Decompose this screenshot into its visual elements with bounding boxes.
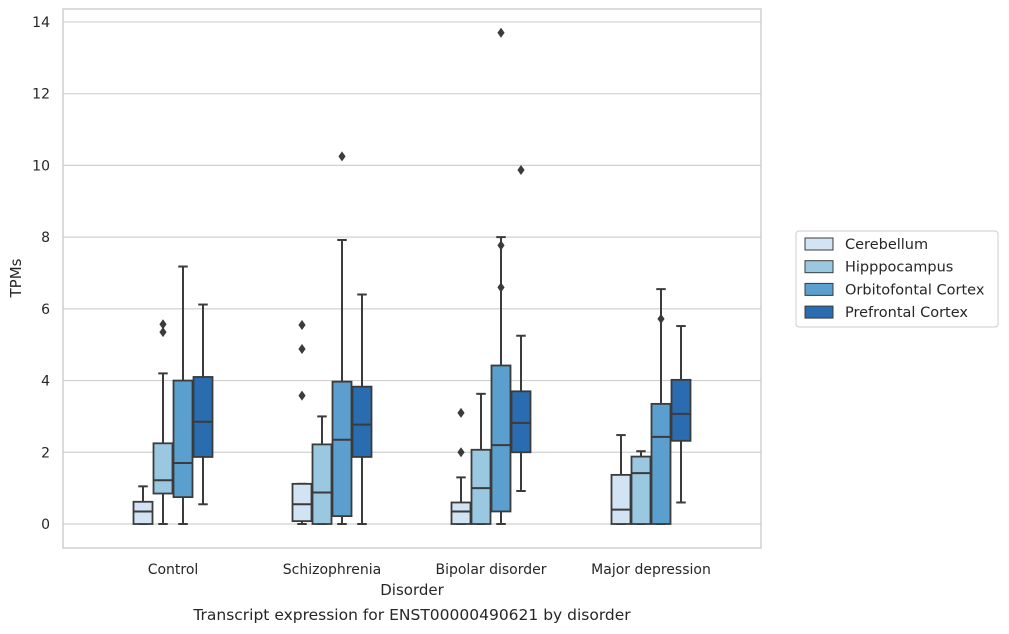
outlier-point bbox=[298, 390, 306, 401]
y-tick-label: 10 bbox=[32, 158, 50, 174]
legend-swatch bbox=[804, 260, 834, 274]
legend-label: Prefrontal Cortex bbox=[845, 305, 968, 321]
legend-item: Cerebellum bbox=[804, 237, 928, 253]
axis-ticks: 0 2 4 6 8 10 12 14 Control Schizophrenia Bipolar d… bbox=[32, 15, 711, 578]
box-iqr bbox=[510, 390, 532, 454]
outlier-point bbox=[497, 282, 505, 293]
box-plots bbox=[132, 27, 692, 525]
x-tick-label: Bipolar disorder bbox=[435, 562, 546, 578]
box-iqr bbox=[450, 501, 472, 525]
outlier-point bbox=[497, 240, 505, 251]
legend-swatch bbox=[804, 305, 834, 319]
box-cerebellum bbox=[132, 485, 154, 525]
y-tick-label: 6 bbox=[41, 302, 50, 318]
legend-item: Hipppocampus bbox=[804, 260, 953, 276]
box-prefrontal-cortex bbox=[510, 165, 532, 493]
box-iqr bbox=[610, 473, 632, 525]
legend-swatch bbox=[804, 237, 834, 251]
y-tick-label: 2 bbox=[41, 445, 50, 461]
box-cerebellum bbox=[610, 434, 632, 525]
box-hipppocampus bbox=[311, 415, 333, 525]
outlier-point bbox=[338, 151, 346, 162]
box-prefrontal-cortex bbox=[192, 303, 214, 506]
outlier-point bbox=[657, 313, 665, 324]
box-hipppocampus bbox=[152, 319, 174, 525]
legend-item: Prefrontal Cortex bbox=[804, 305, 968, 321]
box-iqr bbox=[152, 442, 174, 495]
box-prefrontal-cortex bbox=[670, 325, 692, 504]
plot-frame bbox=[62, 8, 762, 549]
box-iqr bbox=[172, 379, 194, 499]
box-iqr bbox=[331, 380, 353, 518]
box-iqr bbox=[351, 385, 373, 458]
legend-item: Orbitofontal Cortex bbox=[804, 282, 985, 298]
legend: Cerebellum Hipppocampus Orbitofontal Corte… bbox=[795, 230, 999, 328]
legend-frame bbox=[795, 230, 999, 328]
box-iqr bbox=[670, 378, 692, 442]
box-hipppocampus bbox=[630, 450, 652, 525]
box-cerebellum bbox=[291, 319, 313, 525]
outlier-point bbox=[159, 327, 167, 338]
x-axis-label: Disorder bbox=[380, 581, 444, 599]
y-tick-label: 12 bbox=[32, 87, 50, 103]
x-tick-label: Control bbox=[148, 562, 199, 578]
outlier-point bbox=[298, 344, 306, 355]
box-orbitofontal-cortex bbox=[172, 265, 194, 525]
box-iqr bbox=[650, 402, 672, 525]
legend-swatch bbox=[804, 282, 834, 296]
box-iqr bbox=[291, 482, 313, 523]
box-cerebellum bbox=[450, 407, 472, 525]
box-iqr bbox=[630, 455, 652, 525]
y-axis-label: TPMs bbox=[7, 258, 25, 298]
box-iqr bbox=[132, 500, 154, 525]
box-iqr bbox=[192, 376, 214, 458]
box-iqr bbox=[311, 443, 333, 525]
y-tick-label: 14 bbox=[32, 15, 50, 31]
legend-label: Orbitofontal Cortex bbox=[845, 282, 985, 298]
outlier-point bbox=[517, 165, 525, 176]
outlier-point bbox=[457, 447, 465, 458]
box-orbitofontal-cortex bbox=[490, 27, 512, 525]
outlier-point bbox=[457, 407, 465, 418]
chart-caption: Transcript expression for ENST0000049062… bbox=[193, 606, 631, 624]
legend-label: Cerebellum bbox=[845, 237, 928, 253]
box-iqr bbox=[470, 448, 492, 525]
legend-label: Hipppocampus bbox=[845, 260, 953, 276]
box-orbitofontal-cortex bbox=[331, 151, 353, 525]
y-tick-label: 4 bbox=[41, 374, 50, 390]
outlier-point bbox=[497, 27, 505, 38]
y-tick-label: 8 bbox=[41, 230, 50, 246]
x-tick-label: Major depression bbox=[591, 562, 711, 578]
x-tick-label: Schizophrenia bbox=[283, 562, 381, 578]
box-iqr bbox=[490, 364, 512, 513]
outlier-point bbox=[298, 319, 306, 330]
box-hipppocampus bbox=[470, 392, 492, 525]
outlier-point bbox=[159, 319, 167, 330]
y-tick-label: 0 bbox=[41, 517, 50, 533]
box-prefrontal-cortex bbox=[351, 293, 373, 525]
box-orbitofontal-cortex bbox=[650, 288, 672, 525]
